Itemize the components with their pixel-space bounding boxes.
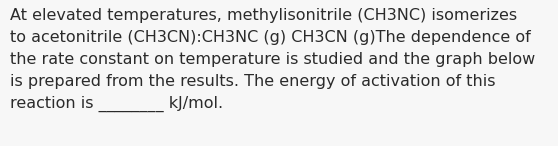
Text: the rate constant on temperature is studied and the graph below: the rate constant on temperature is stud… <box>10 52 535 67</box>
Text: is prepared from the results. The energy of activation of this: is prepared from the results. The energy… <box>10 74 496 89</box>
Text: At elevated temperatures, methylisonitrile (CH3NC) isomerizes: At elevated temperatures, methylisonitri… <box>10 8 517 23</box>
Text: to acetonitrile (CH3CN):CH3NC (g) CH3CN (g)The dependence of: to acetonitrile (CH3CN):CH3NC (g) CH3CN … <box>10 30 531 45</box>
Text: reaction is ________ kJ/mol.: reaction is ________ kJ/mol. <box>10 96 223 112</box>
